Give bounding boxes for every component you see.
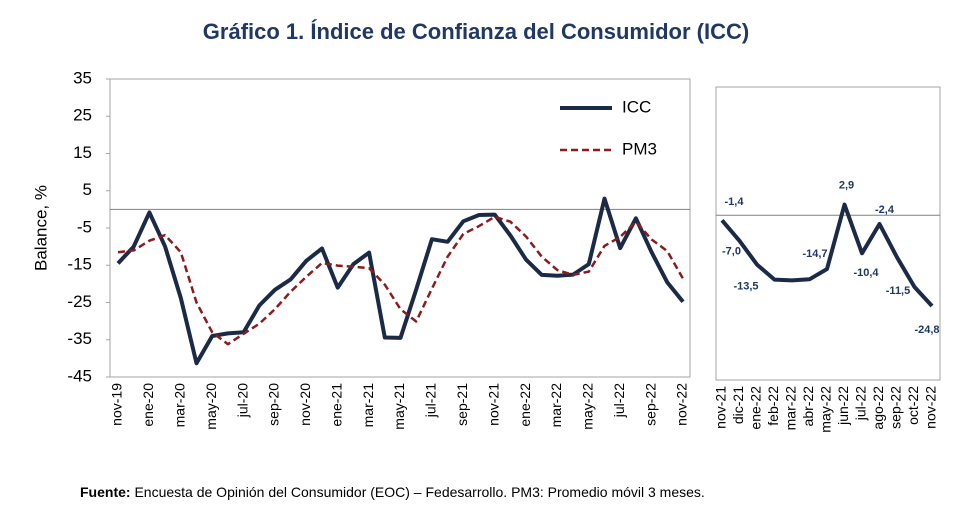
x-tick-label: abr-22 <box>800 386 816 427</box>
x-tick-label: sep-22 <box>642 383 658 426</box>
y-tick-label: 25 <box>73 106 92 125</box>
x-tick-label: nov-20 <box>297 383 313 426</box>
x-tick-label: may-21 <box>391 383 407 430</box>
x-tick-label: nov-22 <box>923 386 939 429</box>
x-tick-label: ene-21 <box>328 383 344 427</box>
y-tick-label: -5 <box>77 217 92 236</box>
x-tick-label: jun-22 <box>835 386 851 426</box>
x-tick-label: ene-20 <box>140 383 156 427</box>
chart-title: Gráfico 1. Índice de Confianza del Consu… <box>203 19 749 44</box>
y-axis-label: Balance, % <box>31 185 50 271</box>
x-tick-label: feb-22 <box>765 386 781 426</box>
x-tick-label: jul-22 <box>611 383 627 418</box>
x-tick-label: sep-22 <box>888 386 904 429</box>
x-tick-label: jul-22 <box>853 386 869 421</box>
x-tick-label: nov-21 <box>713 386 729 429</box>
x-tick-label: nov-22 <box>674 383 690 426</box>
legend-label: ICC <box>622 97 651 116</box>
data-label: -11,5 <box>886 285 910 297</box>
y-tick-label: 5 <box>83 180 92 199</box>
x-tick-label: mar-22 <box>783 386 799 431</box>
y-tick-label: -45 <box>67 366 92 385</box>
source: Fuente: Encuesta de Opinión del Consumid… <box>80 484 705 500</box>
data-label: -7,0 <box>722 246 741 258</box>
x-tick-label: may-22 <box>580 383 596 430</box>
x-tick-label: ene-22 <box>517 383 533 427</box>
data-label: -13,5 <box>733 281 758 293</box>
x-tick-label: nov-19 <box>109 383 125 426</box>
y-tick-label: 15 <box>73 143 92 162</box>
data-label: -14,7 <box>802 248 827 260</box>
x-tick-label: may-20 <box>203 383 219 430</box>
y-tick-label: -25 <box>67 292 92 311</box>
series-line <box>116 196 685 366</box>
source-text: Encuesta de Opinión del Consumidor (EOC)… <box>134 484 704 500</box>
legend-label: PM3 <box>622 139 657 158</box>
series-line <box>117 215 685 346</box>
source-label: Fuente: <box>80 484 131 500</box>
x-tick-label: may-22 <box>818 386 834 433</box>
x-tick-label: sep-20 <box>266 383 282 426</box>
x-tick-label: oct-22 <box>905 386 921 425</box>
y-tick-label: -15 <box>67 255 92 274</box>
data-label: -1,4 <box>725 196 745 208</box>
x-tick-label: jul-20 <box>234 383 250 418</box>
data-label: -24,8 <box>914 324 939 336</box>
x-tick-label: jul-21 <box>423 383 439 418</box>
data-label: -2,4 <box>875 204 895 216</box>
x-tick-label: nov-21 <box>485 383 501 426</box>
plot-frame <box>109 78 691 378</box>
x-tick-label: ene-22 <box>748 386 764 430</box>
inset-frame <box>715 86 941 381</box>
x-tick-label: mar-20 <box>171 383 187 428</box>
data-label: -10,4 <box>853 267 879 279</box>
x-tick-label: mar-22 <box>548 383 564 428</box>
y-tick-label: 35 <box>73 68 92 87</box>
x-tick-label: ago-22 <box>870 386 886 430</box>
series-line <box>720 202 934 308</box>
y-tick-label: -35 <box>67 329 92 348</box>
data-label: 2,9 <box>839 179 854 191</box>
x-tick-label: mar-21 <box>360 383 376 428</box>
x-tick-label: dic-21 <box>730 386 746 424</box>
x-tick-label: sep-21 <box>454 383 470 426</box>
